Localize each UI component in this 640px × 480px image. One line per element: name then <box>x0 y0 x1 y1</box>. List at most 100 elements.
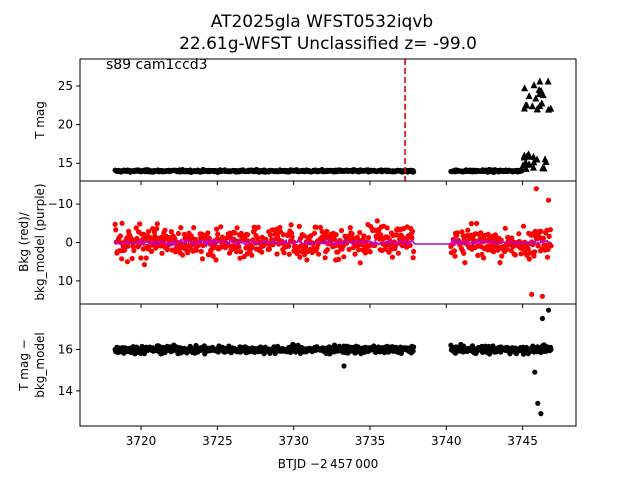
data-point-middle <box>529 291 535 297</box>
data-point-middle <box>281 250 287 256</box>
data-point-middle <box>331 236 338 242</box>
data-point-bottom <box>535 400 541 406</box>
data-point-middle <box>347 225 353 231</box>
data-point-bottom <box>132 351 138 357</box>
upper-limit-marker <box>539 91 547 99</box>
data-point-middle <box>277 224 283 230</box>
upper-limit-marker <box>520 153 528 161</box>
data-point-middle <box>468 221 474 227</box>
data-point-middle <box>314 245 320 251</box>
y-tick-label: 20 <box>58 118 73 132</box>
y-tick-label: 16 <box>58 342 73 356</box>
upper-limit-marker <box>538 99 546 107</box>
y-tick-label: −10 <box>48 197 73 211</box>
upper-limit-marker <box>522 164 530 172</box>
data-point-middle <box>168 229 174 235</box>
data-point-middle <box>178 225 184 231</box>
data-point-middle <box>411 248 417 255</box>
data-point-middle <box>125 243 131 249</box>
data-point-middle <box>249 252 255 258</box>
data-point-middle <box>451 248 457 254</box>
data-point-bottom <box>507 351 513 357</box>
data-point-bottom <box>539 315 546 322</box>
y-tick-label: 0 <box>65 236 73 250</box>
data-point-middle <box>357 260 363 266</box>
axes-frame-top <box>79 58 577 182</box>
data-point-middle <box>313 224 319 230</box>
data-point-middle <box>145 229 152 235</box>
data-point-middle <box>311 230 318 236</box>
x-tick-label: 3740 <box>431 434 462 448</box>
data-point-middle <box>124 259 130 265</box>
data-point-middle <box>367 249 373 255</box>
data-point-middle <box>288 222 294 228</box>
data-point-middle <box>335 249 341 255</box>
data-point-middle <box>213 257 219 263</box>
data-point-middle <box>218 224 224 230</box>
data-point-middle <box>461 250 467 256</box>
data-point-middle <box>355 247 362 253</box>
data-point-middle <box>547 227 554 233</box>
data-point-middle <box>224 235 230 241</box>
data-point-middle <box>527 250 534 256</box>
data-point-middle <box>194 247 200 253</box>
data-point-middle <box>304 257 310 263</box>
panel-annotation: s89 cam1ccd3 <box>106 57 208 73</box>
data-point-middle <box>374 218 380 224</box>
data-point-middle <box>365 235 372 241</box>
upper-limit-marker <box>528 102 536 110</box>
data-point-middle <box>497 260 503 266</box>
x-tick-label: 3720 <box>126 434 157 448</box>
data-point-middle <box>214 226 220 232</box>
x-axis-label: BTJD −2 457 000 <box>278 457 378 471</box>
data-point-middle <box>131 247 137 254</box>
data-point-middle <box>516 231 522 237</box>
data-point-middle <box>286 251 292 257</box>
data-point-middle <box>533 186 539 192</box>
data-point-middle <box>199 256 206 262</box>
data-point-bottom <box>411 344 417 350</box>
x-tick-label: 3735 <box>355 434 386 448</box>
data-point-middle <box>452 253 458 259</box>
data-point-middle <box>395 250 401 256</box>
data-point-middle <box>361 233 367 239</box>
data-point-middle <box>162 227 168 233</box>
y-axis-label-middle-1: Bkg (red)/ <box>17 211 31 272</box>
data-point-middle <box>159 250 165 256</box>
data-point-bottom <box>538 411 544 417</box>
data-point-middle <box>324 228 330 234</box>
y-tick-label: 15 <box>58 156 73 170</box>
data-point-middle <box>409 228 416 234</box>
data-point-bottom <box>341 363 347 369</box>
data-point-middle <box>249 244 255 251</box>
data-point-middle <box>297 235 303 242</box>
data-point-middle <box>198 248 204 255</box>
data-point-middle <box>410 255 416 261</box>
x-tick-label: 3730 <box>278 434 309 448</box>
data-point-middle <box>382 246 389 252</box>
data-point-middle <box>317 224 323 230</box>
data-point-middle <box>138 255 144 261</box>
data-point-middle <box>454 230 460 236</box>
data-point-middle <box>316 251 322 257</box>
data-point-middle <box>303 244 309 250</box>
upper-limit-marker <box>533 155 541 163</box>
data-point-middle <box>409 235 415 241</box>
data-point-middle <box>462 260 468 266</box>
data-point-middle <box>129 255 135 262</box>
data-point-bottom <box>548 346 554 353</box>
data-point-middle <box>538 228 544 234</box>
data-point-middle <box>210 253 216 259</box>
data-point-middle <box>391 239 397 245</box>
data-point-middle <box>280 232 286 238</box>
data-point-middle <box>324 247 330 253</box>
upper-limit-marker <box>536 77 544 85</box>
data-point-middle <box>478 230 484 236</box>
data-point-middle <box>525 246 531 252</box>
data-point-bottom <box>331 342 338 348</box>
data-point-middle <box>346 246 352 252</box>
x-tick-label: 3745 <box>507 434 538 448</box>
data-point-middle <box>531 253 537 259</box>
data-point-middle <box>259 249 265 255</box>
